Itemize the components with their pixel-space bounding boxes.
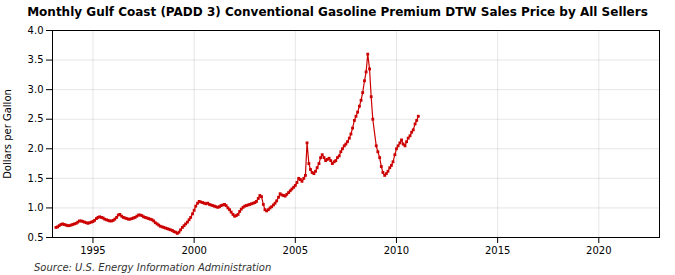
- svg-text:3.0: 3.0: [28, 84, 44, 95]
- svg-text:2015: 2015: [485, 245, 510, 256]
- svg-text:2000: 2000: [181, 245, 206, 256]
- svg-text:1.5: 1.5: [28, 173, 44, 184]
- svg-text:2005: 2005: [283, 245, 308, 256]
- svg-text:2.5: 2.5: [28, 113, 44, 124]
- svg-text:2020: 2020: [586, 245, 611, 256]
- svg-text:2.0: 2.0: [28, 143, 44, 154]
- svg-text:0.5: 0.5: [28, 232, 44, 243]
- svg-text:2010: 2010: [384, 245, 409, 256]
- svg-text:1995: 1995: [80, 245, 105, 256]
- svg-text:3.5: 3.5: [28, 54, 44, 65]
- html-text:Source: U.S. Energy Informatio: Source: U.S. Energy Information Administ…: [34, 262, 272, 273]
- svg-text:4.0: 4.0: [28, 25, 44, 36]
- svg-text:Dollars per Gallon: Dollars per Gallon: [2, 89, 13, 179]
- html-text:Monthly Gulf Coast (PADD 3) Co: Monthly Gulf Coast (PADD 3) Conventional…: [27, 5, 648, 19]
- svg-text:1.0: 1.0: [28, 202, 44, 213]
